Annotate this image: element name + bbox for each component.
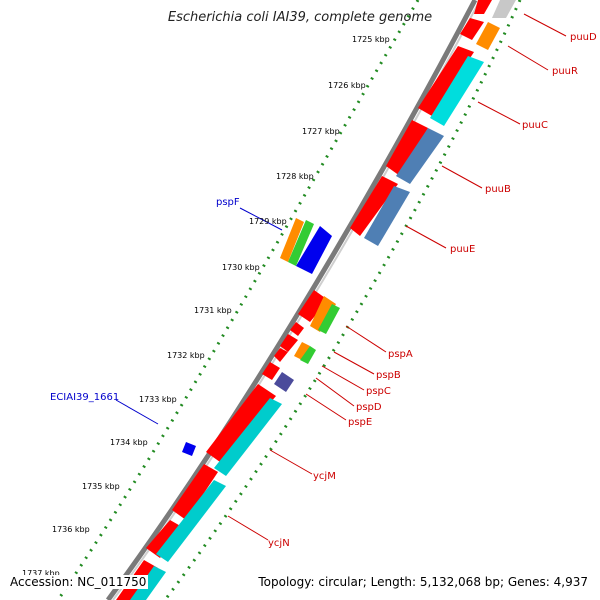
- gene-label: puuD: [570, 32, 597, 43]
- accession-label: Accession: NC_011750: [8, 575, 149, 589]
- kbp-label: 1726 kbp: [328, 81, 366, 90]
- gene-bar: [206, 384, 276, 462]
- gene-label: ycjN: [268, 538, 290, 549]
- kbp-label: 1729 kbp: [249, 217, 287, 226]
- cds-forward-track: [116, 0, 492, 600]
- gene-bar-green: [288, 220, 314, 266]
- gene-bar-orange: [310, 296, 336, 332]
- cog-track: [130, 0, 516, 600]
- gene-label: pspB: [376, 370, 401, 381]
- gene-label: puuE: [450, 244, 475, 255]
- gene-bar-green: [300, 346, 316, 364]
- gene-label: puuR: [552, 66, 578, 77]
- kbp-label: 1734 kbp: [110, 438, 148, 447]
- gene-bar: [350, 176, 398, 236]
- gene-bar: [172, 464, 218, 520]
- gene-bar: [274, 348, 288, 362]
- gene-bar: [280, 334, 298, 352]
- cds-reverse-track: [182, 218, 332, 456]
- kbp-label: 1736 kbp: [52, 525, 90, 534]
- gene-bar-orange: [294, 342, 310, 360]
- gene-bar-cyan: [430, 56, 484, 126]
- gene-bar: [386, 120, 428, 176]
- gene-bar-green: [318, 304, 340, 334]
- gene-bar-steelblue: [364, 186, 410, 246]
- gene-label: pspD: [356, 402, 382, 413]
- gene-bar: [290, 322, 304, 336]
- kbp-label: 1732 kbp: [167, 351, 205, 360]
- gene-bar-purple: [274, 372, 294, 392]
- kbp-label: 1733 kbp: [139, 395, 177, 404]
- gene-bar: [474, 0, 492, 14]
- kbp-label: 1737 kbp: [22, 569, 60, 578]
- kbp-label: 1735 kbp: [82, 482, 120, 491]
- gene-bar-cyan: [156, 480, 226, 562]
- gene-label: ycjM: [313, 471, 336, 482]
- genome-backbone: [105, 0, 478, 600]
- kbp-label: 1731 kbp: [194, 306, 232, 315]
- gene-labels-right: puuD puuR puuC puuB puuE pspA pspB pspC …: [268, 32, 597, 549]
- gene-label: pspA: [388, 349, 413, 360]
- gene-label: puuC: [522, 120, 548, 131]
- leader-lines: [115, 13, 567, 541]
- kbp-label: 1728 kbp: [276, 172, 314, 181]
- map-title: Escherichia coli IAI39, complete genome: [167, 10, 433, 25]
- kbp-label: 1727 kbp: [302, 127, 340, 136]
- gene-bar: [298, 290, 328, 322]
- gene-label: pspC: [366, 386, 391, 397]
- gene-label: pspF: [216, 197, 240, 208]
- gene-bar: [418, 46, 474, 116]
- gene-bar: [460, 18, 484, 40]
- gene-bar: [262, 362, 280, 380]
- gene-bar-blue: [296, 226, 332, 274]
- outer-tick-track: [56, 0, 420, 600]
- gene-label: puuB: [485, 184, 511, 195]
- gene-bar-orange: [280, 218, 304, 262]
- kbp-scale: 1725 kbp 1726 kbp 1727 kbp 1728 kbp 1729…: [22, 35, 390, 578]
- gene-bar-steelblue: [396, 128, 444, 184]
- kbp-label: 1730 kbp: [222, 263, 260, 272]
- gene-bar-gray: [492, 0, 516, 18]
- kbp-label: 1725 kbp: [352, 35, 390, 44]
- gene-bar: [146, 520, 184, 558]
- genome-summary: Topology: circular; Length: 5,132,068 bp…: [256, 575, 590, 589]
- gene-label: ECIAI39_1661: [50, 392, 119, 403]
- inner-tick-track: [163, 0, 522, 600]
- gene-labels-left: pspF ECIAI39_1661: [50, 197, 240, 403]
- gene-label: pspE: [348, 417, 372, 428]
- gene-bar-cyan: [214, 398, 282, 476]
- gene-bar-orange: [476, 22, 500, 50]
- gene-bar-blue: [182, 442, 196, 456]
